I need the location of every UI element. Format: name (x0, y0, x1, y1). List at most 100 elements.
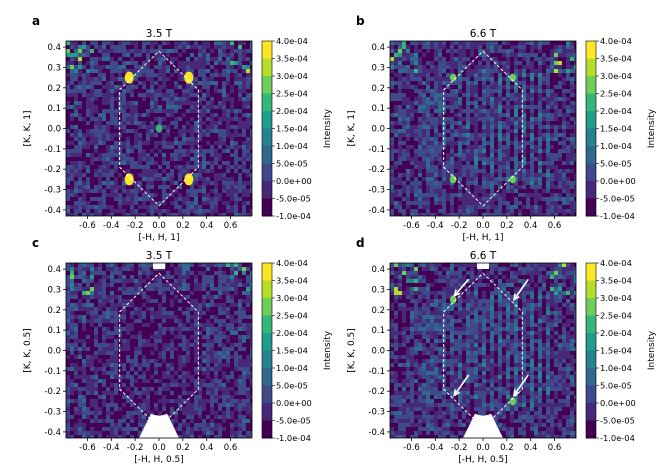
heatmap-cell (430, 149, 435, 154)
heatmap-cell (442, 197, 447, 202)
heatmap-cell (414, 165, 419, 170)
heatmap-cell (562, 85, 567, 90)
heatmap-cell (526, 153, 531, 158)
heatmap-cell (510, 189, 515, 194)
heatmap-cell (226, 81, 231, 86)
heatmap-cell (82, 93, 87, 98)
heatmap-cell (218, 89, 223, 94)
heatmap-cell (86, 201, 91, 206)
colorbar-segment (262, 107, 272, 112)
heatmap-cell (562, 69, 567, 74)
heatmap-cell (458, 205, 463, 210)
heatmap-cell (482, 193, 487, 198)
heatmap-cell (558, 173, 563, 178)
heatmap-cell (242, 181, 247, 186)
heatmap-cell (210, 181, 215, 186)
heatmap-cell (98, 201, 103, 206)
heatmap-cell (122, 303, 127, 308)
heatmap-cell (238, 303, 243, 308)
colorbar-segment (586, 149, 596, 154)
heatmap-cell (426, 113, 431, 118)
heatmap-cell (414, 201, 419, 206)
heatmap-cell (90, 311, 95, 316)
heatmap-cell (486, 89, 491, 94)
heatmap-cell (450, 165, 455, 170)
heatmap-cell (502, 145, 507, 150)
heatmap-cell (566, 205, 571, 210)
heatmap-cell (214, 287, 219, 292)
heatmap-cell (174, 89, 179, 94)
heatmap-cell (106, 279, 111, 284)
heatmap-cell (458, 169, 463, 174)
heatmap-cell (210, 45, 215, 50)
heatmap-cell (78, 137, 83, 142)
heatmap-cell (410, 93, 415, 98)
y-tick-label: -0.1 (44, 145, 61, 155)
heatmap-cell (430, 189, 435, 194)
heatmap-cell (422, 157, 427, 162)
heatmap-cell (250, 201, 252, 206)
heatmap-cell (122, 97, 127, 102)
heatmap-cell (526, 145, 531, 150)
heatmap-cell (478, 157, 483, 162)
heatmap-cell (102, 101, 107, 106)
heatmap-cell (454, 129, 459, 134)
heatmap-cell (126, 41, 131, 46)
heatmap-cell (234, 189, 239, 194)
heatmap-cell (442, 61, 447, 66)
colorbar-segment (586, 153, 596, 157)
heatmap-cell (170, 267, 175, 272)
heatmap-cell (570, 149, 575, 154)
heatmap-cell (494, 105, 499, 110)
heatmap-cell (238, 125, 243, 130)
heatmap-cell (74, 177, 79, 182)
heatmap-cell (446, 193, 451, 198)
heatmap-cell (490, 137, 495, 142)
heatmap-cell (206, 283, 211, 288)
heatmap-cell (498, 129, 503, 134)
heatmap-cell (170, 93, 175, 98)
heatmap-cell (406, 141, 411, 146)
heatmap-cell (98, 295, 103, 300)
heatmap-cell (466, 113, 471, 118)
heatmap-cell (470, 125, 475, 130)
heatmap-cell (234, 57, 239, 62)
heatmap-cell (102, 209, 107, 214)
heatmap-cell (102, 287, 107, 292)
heatmap-cell (446, 173, 451, 178)
heatmap-cell (142, 53, 147, 58)
heatmap-cell (158, 49, 163, 54)
heatmap-cell (422, 145, 427, 150)
heatmap-cell (74, 161, 79, 166)
heatmap-cell (250, 157, 252, 162)
heatmap-cell (218, 97, 223, 102)
heatmap-cell (538, 133, 543, 138)
heatmap-cell (90, 41, 95, 46)
heatmap-cell (186, 109, 191, 114)
heatmap-cell (558, 149, 563, 154)
heatmap-cell (534, 77, 539, 82)
heatmap-cell (478, 141, 483, 146)
heatmap-cell (506, 157, 511, 162)
heatmap-cell (538, 205, 543, 210)
heatmap-cell (478, 193, 483, 198)
heatmap-cell (126, 149, 131, 154)
heatmap-cell (466, 109, 471, 114)
heatmap-cell (66, 291, 71, 296)
heatmap-cell (514, 149, 519, 154)
heatmap-cell (138, 109, 143, 114)
heatmap-cell (530, 73, 535, 78)
heatmap-cell (150, 311, 155, 316)
heatmap-cell (190, 165, 195, 170)
heatmap-cell (418, 101, 423, 106)
heatmap-cell (394, 149, 399, 154)
heatmap-cell (458, 49, 463, 54)
heatmap-cell (150, 209, 155, 214)
heatmap-cell (226, 45, 231, 50)
heatmap-cell (94, 201, 99, 206)
colorbar-segment (586, 177, 596, 182)
heatmap-cell (510, 145, 515, 150)
heatmap-cell (230, 97, 235, 102)
heatmap-cell (122, 113, 127, 118)
heatmap-cell (166, 193, 171, 198)
